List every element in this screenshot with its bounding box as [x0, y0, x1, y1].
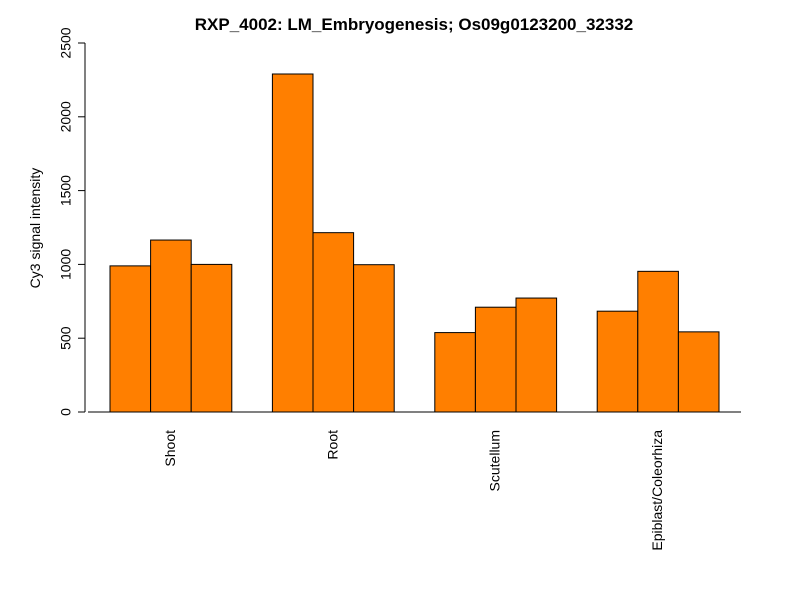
- y-tick-label: 0: [58, 408, 74, 416]
- y-axis: 0 500 1000 1500 2000 2500: [58, 27, 86, 416]
- bar: [677, 331, 720, 413]
- y-axis-label: Cy3 signal intensity: [27, 168, 43, 289]
- chart-title: RXP_4002: LM_Embryogenesis; Os09g0123200…: [195, 15, 633, 34]
- bar: [474, 306, 517, 413]
- y-tick-label: 500: [58, 326, 74, 350]
- x-category-label: Shoot: [162, 430, 178, 467]
- x-category-label: Epiblast/Coleorhiza: [649, 430, 665, 551]
- bar: [637, 270, 679, 413]
- y-tick-label: 2500: [58, 27, 74, 58]
- bar: [515, 297, 558, 413]
- bar: [434, 332, 476, 413]
- x-category-label: Scutellum: [487, 430, 503, 491]
- bar: [271, 73, 314, 413]
- y-tick-label: 1000: [58, 249, 74, 280]
- bar: [190, 263, 233, 413]
- x-category-labels: Shoot Root Scutellum Epiblast/Coleorhiza: [162, 430, 665, 551]
- bar: [353, 264, 395, 413]
- bars-group: [109, 73, 720, 413]
- x-category-label: Root: [324, 430, 340, 460]
- bar: [312, 232, 355, 413]
- bar: [150, 239, 192, 413]
- bar: [596, 310, 639, 413]
- bar: [109, 265, 152, 413]
- y-tick-label: 2000: [58, 101, 74, 132]
- y-tick-label: 1500: [58, 175, 74, 206]
